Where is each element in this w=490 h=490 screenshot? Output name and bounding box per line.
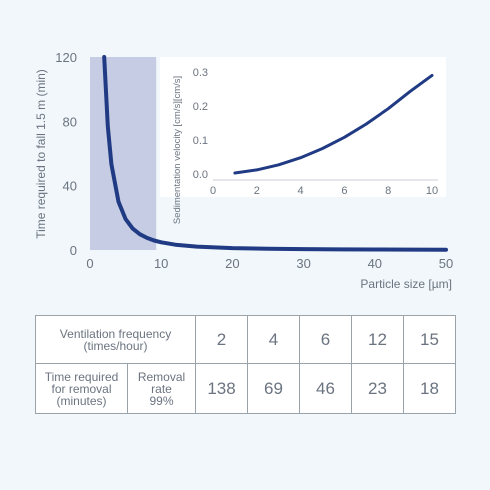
inset-x-tick-label: 10: [426, 185, 438, 197]
minutes-cell: 23: [351, 363, 405, 414]
removal-time-label: Time required for removal (minutes): [44, 369, 119, 408]
x-tick-label: 30: [296, 256, 310, 271]
removal-rate-label: Removal rate 99%: [137, 369, 186, 408]
inset-y-tick-label: 0.1: [193, 135, 208, 147]
minutes-cell: 18: [403, 363, 457, 414]
inset-y-axis-label: Sedimentation velocity [cm/s][cm/s]: [172, 76, 183, 224]
inset-x-tick-label: 8: [385, 185, 391, 197]
x-tick-label: 0: [86, 256, 93, 271]
frequency-cell: 2: [195, 315, 249, 364]
minutes-cell: 69: [247, 363, 301, 414]
inset-x-tick-label: 2: [254, 185, 260, 197]
frequency-cell: 12: [351, 315, 405, 364]
x-axis-label: Particle size [µm]: [360, 277, 452, 291]
y-tick-label: 0: [70, 243, 77, 258]
minutes-cell: 46: [299, 363, 353, 414]
table-row: Time required for removal (minutes) Remo…: [35, 363, 457, 414]
table-row: Ventilation frequency (times/hour) 2 4 6…: [34, 315, 457, 364]
ventilation-frequency-header: Ventilation frequency (times/hour): [34, 315, 197, 364]
inset-x-tick-label: 4: [298, 185, 304, 197]
removal-time-header: Time required for removal (minutes): [35, 363, 128, 414]
inset-y-tick-label: 0.0: [193, 169, 208, 181]
x-tick-label: 50: [439, 256, 453, 271]
inset-y-tick-label: 0.2: [193, 101, 208, 113]
main-series-line: [102, 55, 448, 252]
inset-x-tick-label: 6: [341, 185, 347, 197]
inset-panel: [160, 57, 446, 197]
y-tick-label: 120: [55, 50, 77, 65]
x-tick-label: 20: [225, 256, 239, 271]
frequency-cell: 6: [299, 315, 353, 364]
frequency-cell: 15: [403, 315, 457, 364]
shaded-region: [90, 57, 157, 250]
removal-rate-header: Removal rate 99%: [126, 363, 197, 414]
inset-x-tick-label: 0: [210, 185, 216, 197]
ventilation-table: Ventilation frequency (times/hour) 2 4 6…: [34, 315, 457, 414]
ventilation-frequency-label: Ventilation frequency (times/hour): [59, 326, 172, 353]
minutes-cell: 138: [195, 363, 249, 414]
x-tick-label: 10: [154, 256, 168, 271]
frequency-cell: 4: [247, 315, 301, 364]
chart-area: 0 10 20 30 40 50 0 40 80 120 Particle size [µm] Tim…: [34, 50, 453, 291]
inset-series-line: [233, 73, 434, 175]
inset-y-tick-label: 0.3: [193, 67, 208, 79]
y-tick-label: 80: [63, 114, 77, 129]
y-axis-label: Time required to fall 1.5 m (min): [34, 69, 48, 239]
y-tick-label: 40: [63, 179, 77, 194]
x-tick-label: 40: [368, 256, 382, 271]
